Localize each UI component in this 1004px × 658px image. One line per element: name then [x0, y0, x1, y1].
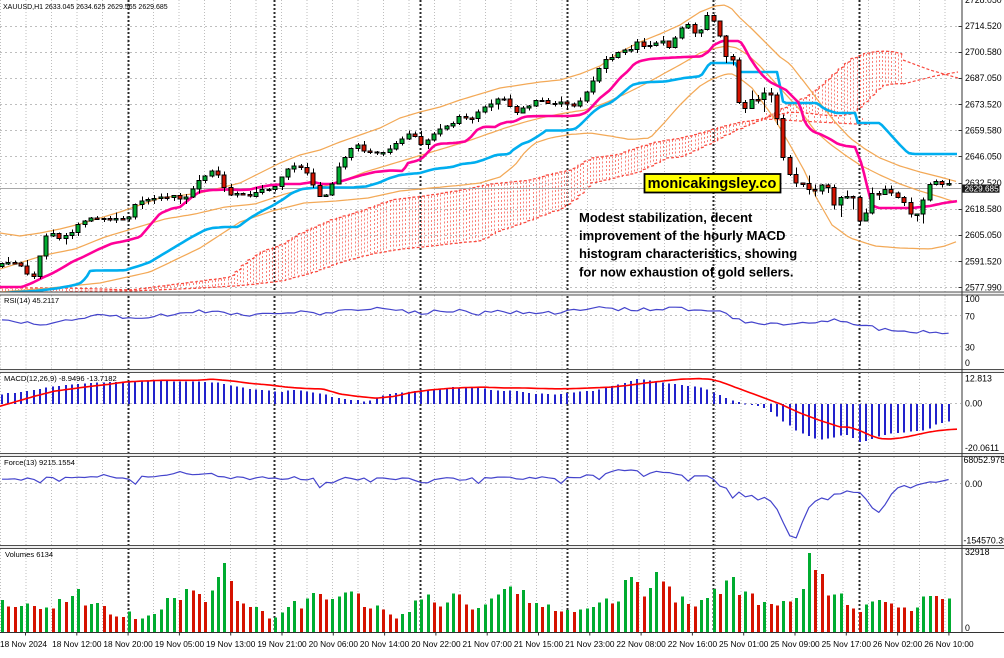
svg-text:2728.050: 2728.050 [965, 0, 1002, 5]
svg-text:2700.580: 2700.580 [965, 47, 1002, 57]
svg-text:0.00: 0.00 [965, 479, 982, 489]
svg-text:26 Nov 02:00: 26 Nov 02:00 [873, 639, 923, 649]
svg-text:20 Nov 14:00: 20 Nov 14:00 [360, 639, 410, 649]
svg-text:19 Nov 05:00: 19 Nov 05:00 [155, 639, 205, 649]
svg-text:Force(13) 9215.1554: Force(13) 9215.1554 [4, 458, 75, 467]
svg-text:Volumes 6134: Volumes 6134 [5, 550, 53, 559]
svg-text:25 Nov 09:00: 25 Nov 09:00 [770, 639, 820, 649]
svg-text:26 Nov 10:00: 26 Nov 10:00 [924, 639, 974, 649]
svg-text:70: 70 [965, 312, 975, 322]
svg-text:histogram characteristics, sho: histogram characteristics, showing [579, 246, 797, 261]
svg-text:2714.520: 2714.520 [965, 21, 1002, 31]
svg-text:0: 0 [965, 358, 970, 368]
svg-text:-20.0611: -20.0611 [965, 443, 999, 453]
svg-text:0.00: 0.00 [965, 399, 982, 409]
svg-text:18 Nov 20:00: 18 Nov 20:00 [103, 639, 153, 649]
svg-text:2629.685: 2629.685 [965, 184, 1000, 193]
svg-text:68052.9782: 68052.9782 [964, 455, 1004, 465]
svg-text:20 Nov 22:00: 20 Nov 22:00 [411, 639, 461, 649]
svg-text:21 Nov 15:00: 21 Nov 15:00 [514, 639, 564, 649]
svg-text:19 Nov 13:00: 19 Nov 13:00 [206, 639, 256, 649]
svg-text:2591.520: 2591.520 [965, 256, 1002, 266]
svg-text:2659.580: 2659.580 [965, 126, 1002, 136]
svg-text:18 Nov 12:00: 18 Nov 12:00 [52, 639, 102, 649]
svg-text:20 Nov 06:00: 20 Nov 06:00 [309, 639, 359, 649]
svg-text:32918: 32918 [965, 547, 990, 557]
svg-text:25 Nov 17:00: 25 Nov 17:00 [822, 639, 872, 649]
svg-text:2618.580: 2618.580 [965, 204, 1002, 214]
svg-text:21 Nov 07:00: 21 Nov 07:00 [463, 639, 513, 649]
svg-text:2673.520: 2673.520 [965, 99, 1002, 109]
svg-text:XAUUSD,H1 2633.045 2634.625 2: XAUUSD,H1 2633.045 2634.625 2629.565 262… [3, 4, 168, 11]
svg-text:RSI(14) 45.2117: RSI(14) 45.2117 [4, 296, 59, 305]
svg-text:22 Nov 16:00: 22 Nov 16:00 [668, 639, 718, 649]
svg-text:2605.050: 2605.050 [965, 230, 1002, 240]
svg-text:12.813: 12.813 [965, 374, 992, 384]
svg-text:monicakingsley.co: monicakingsley.co [648, 176, 777, 192]
svg-text:-154570.39: -154570.39 [964, 536, 1004, 546]
svg-text:2687.050: 2687.050 [965, 73, 1002, 83]
svg-text:21 Nov 23:00: 21 Nov 23:00 [565, 639, 615, 649]
svg-text:2646.050: 2646.050 [965, 152, 1002, 162]
svg-text:19 Nov 21:00: 19 Nov 21:00 [257, 639, 307, 649]
svg-text:0: 0 [965, 623, 970, 633]
svg-text:Modest stabilization, decent: Modest stabilization, decent [579, 210, 753, 225]
svg-text:100: 100 [965, 294, 980, 304]
svg-text:18 Nov 2024: 18 Nov 2024 [0, 639, 47, 649]
svg-text:30: 30 [965, 343, 975, 353]
svg-text:MACD(12,26,9) -8.9496 -13.7182: MACD(12,26,9) -8.9496 -13.7182 [4, 374, 117, 383]
svg-text:25 Nov 01:00: 25 Nov 01:00 [719, 639, 769, 649]
svg-text:improvement of the hourly MACD: improvement of the hourly MACD [579, 228, 786, 243]
svg-text:for now exhaustion of gold sel: for now exhaustion of gold sellers. [579, 264, 794, 279]
svg-text:2577.990: 2577.990 [965, 283, 1002, 293]
svg-text:22 Nov 08:00: 22 Nov 08:00 [616, 639, 666, 649]
